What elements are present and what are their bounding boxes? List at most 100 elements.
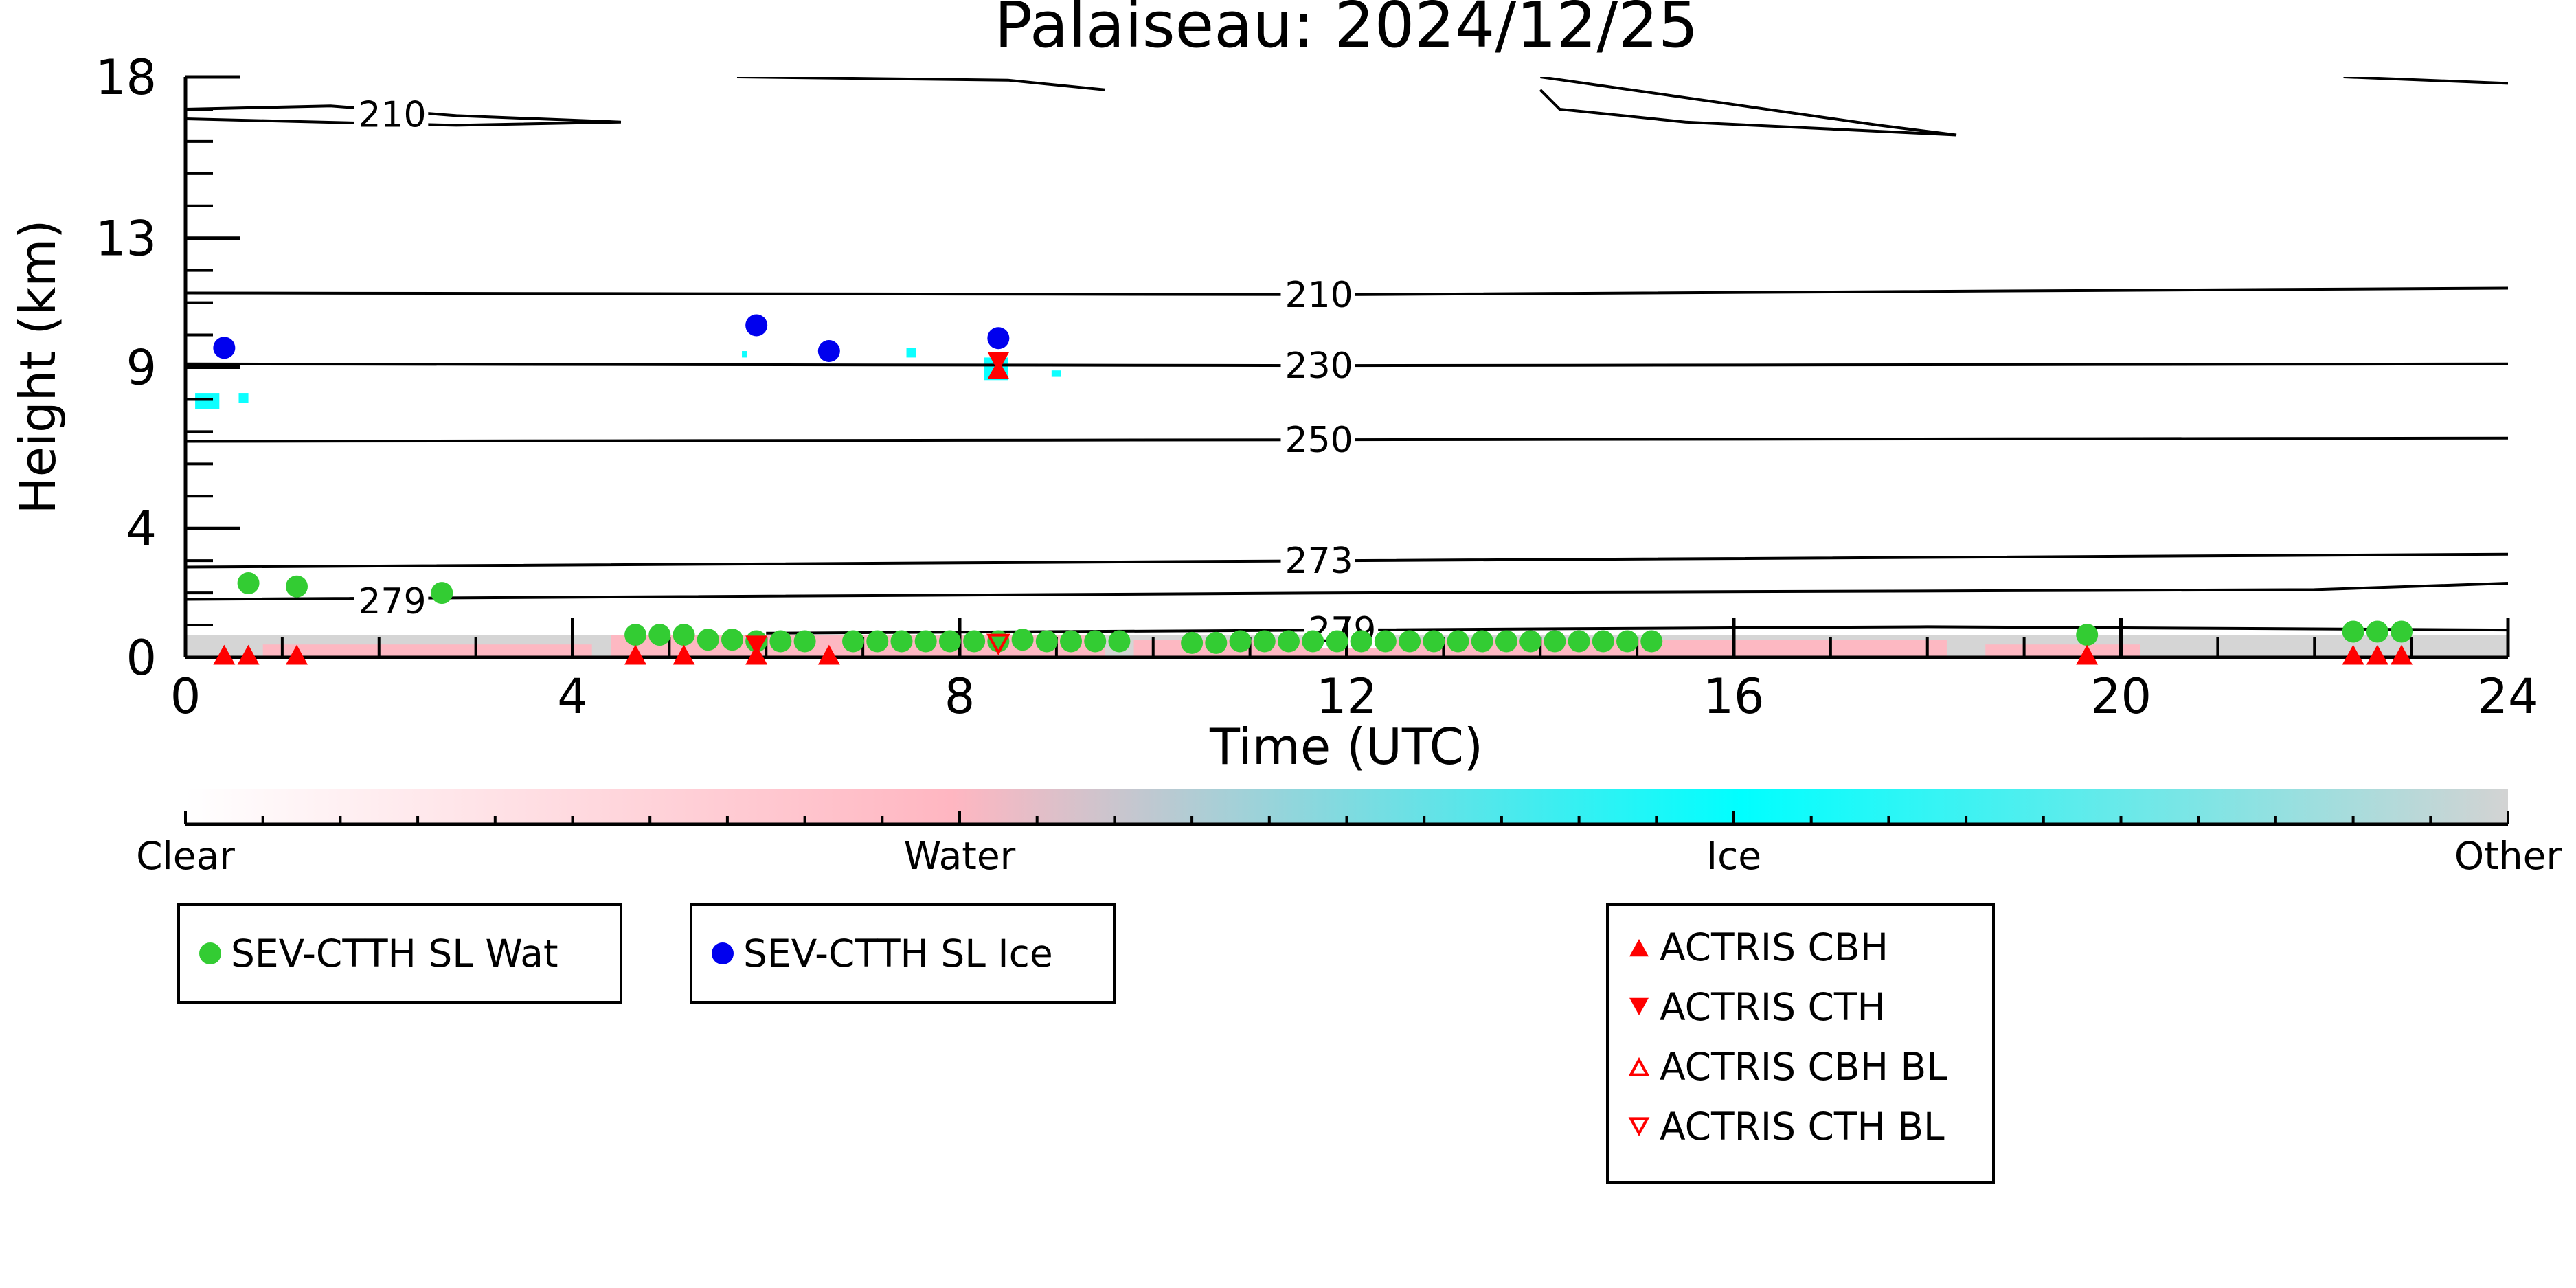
data-points <box>213 314 2413 665</box>
actris-cbh-point <box>624 644 647 665</box>
cloud-region-ice <box>906 348 916 358</box>
cloud-region-ice <box>238 393 249 403</box>
sev-ctth-sl-wat-point <box>648 624 671 646</box>
sev-ctth-sl-ice-point <box>987 327 1010 350</box>
sev-ctth-sl-wat-point <box>866 630 889 653</box>
legend-triangle-down <box>1629 997 1649 1015</box>
y-tick-label: 18 <box>95 49 157 106</box>
actris-cbh-point <box>2391 644 2413 665</box>
legend-box: ACTRIS CBH ACTRIS CTH ACTRIS CBH BL ACTRIS … <box>1606 903 1995 1184</box>
x-tick-label: 24 <box>2477 668 2538 725</box>
contour-label-bg <box>354 583 429 620</box>
cloud-region-ice <box>1051 370 1061 377</box>
legend-item: SEV-CTTH SL Wat <box>180 931 558 975</box>
colorbar-label-other: Other <box>2454 834 2562 878</box>
x-tick-label: 4 <box>557 668 588 725</box>
actris-cbh-point <box>237 644 260 665</box>
legend-marker-icon <box>702 933 743 974</box>
legend-label: ACTRIS CBH BL <box>1660 1045 1947 1089</box>
actris-cbh-point <box>2076 644 2099 665</box>
colorbar-label-ice: Ice <box>1706 834 1761 878</box>
contour-label-bg <box>354 96 429 133</box>
legend-item: ACTRIS CBH BL <box>1609 1045 1947 1089</box>
sev-ctth-sl-wat-point <box>1060 630 1083 653</box>
colorbar-ticks: Clear Water Ice Other <box>136 811 2562 878</box>
sev-ctth-sl-wat-point <box>1229 630 1252 653</box>
legend-marker-icon <box>1618 927 1660 968</box>
contour-line <box>185 582 2508 601</box>
sev-ctth-sl-wat-point <box>1423 630 1445 653</box>
sev-ctth-sl-wat-point <box>721 629 743 651</box>
sev-ctth-sl-wat-point <box>624 624 647 646</box>
sev-ctth-sl-wat-point <box>237 572 260 595</box>
sev-ctth-sl-wat-point <box>1302 630 1324 653</box>
sev-ctth-sl-ice-point <box>817 340 840 363</box>
legend-item: ACTRIS CTH BL <box>1609 1105 1945 1149</box>
legend-label: ACTRIS CBH <box>1660 925 1888 969</box>
sev-ctth-sl-wat-point <box>793 630 816 653</box>
sev-ctth-sl-wat-point <box>1205 631 1228 654</box>
sev-ctth-sl-wat-point <box>1495 630 1517 653</box>
legend-triangle-down-open <box>1628 1117 1650 1137</box>
contour-label: 279 <box>358 581 426 622</box>
legend-marker-icon <box>1618 1046 1660 1087</box>
sev-ctth-sl-wat-point <box>1350 630 1372 653</box>
sev-ctth-sl-wat-point <box>1616 630 1639 653</box>
sev-ctth-sl-wat-point <box>1181 631 1204 654</box>
legend-dot <box>199 942 221 964</box>
legend-item: ACTRIS CTH <box>1609 985 1886 1029</box>
sev-ctth-sl-wat-point <box>1374 630 1397 653</box>
legend-box: SEV-CTTH SL Wat <box>177 903 622 1004</box>
contour-line <box>736 77 1105 91</box>
sev-ctth-sl-wat-point <box>1253 630 1276 653</box>
legend-dot <box>712 942 734 964</box>
sev-ctth-sl-wat-point <box>431 582 453 605</box>
sev-ctth-sl-wat-point <box>2391 620 2413 643</box>
legend-triangle-up-open <box>1628 1057 1650 1076</box>
sev-ctth-sl-wat-point <box>963 630 986 653</box>
contour-label: 210 <box>358 94 426 135</box>
sev-ctth-sl-wat-point <box>1544 630 1566 653</box>
sev-ctth-sl-wat-point <box>1326 630 1348 653</box>
contour-label: 210 <box>1285 275 1353 316</box>
actris-cbh-point <box>2366 644 2388 665</box>
sev-ctth-sl-wat-point <box>1399 630 1421 653</box>
sev-ctth-sl-wat-point <box>1447 630 1469 653</box>
legend-label: ACTRIS CTH BL <box>1660 1105 1945 1149</box>
sev-ctth-sl-wat-point <box>842 630 865 653</box>
sev-ctth-sl-wat-point <box>938 630 961 653</box>
actris-cbh-point <box>213 644 236 665</box>
colorbar-label-clear: Clear <box>136 834 235 878</box>
sev-ctth-sl-wat-point <box>1011 629 1034 651</box>
axis-ticks: 0 4 8 12 16 20 24 0 4 9 13 18 <box>95 49 2539 725</box>
actris-cth-point <box>745 635 768 656</box>
legend-label: ACTRIS CTH <box>1660 985 1886 1029</box>
y-tick-label: 13 <box>95 211 157 267</box>
legend-label: SEV-CTTH SL Ice <box>743 931 1053 975</box>
sev-ctth-sl-wat-point <box>890 630 913 653</box>
sev-ctth-sl-wat-point <box>1108 630 1131 653</box>
contour-label-bg <box>1280 276 1355 313</box>
contour-label-bg <box>1280 348 1355 384</box>
sev-ctth-sl-wat-point <box>1084 630 1107 653</box>
x-tick-label: 20 <box>2090 668 2151 725</box>
sev-ctth-sl-wat-point <box>1519 630 1542 653</box>
sev-ctth-sl-wat-point <box>673 624 695 646</box>
y-tick-label: 9 <box>126 340 157 396</box>
sev-ctth-sl-wat-point <box>1640 630 1663 653</box>
chart-title: Palaiseau: 2024/12/25 <box>995 0 1699 62</box>
y-axis-label: Height (km) <box>9 220 67 515</box>
cloud-region-ice <box>195 393 220 409</box>
legend-marker-icon <box>1618 1106 1660 1147</box>
colorbar-label-water: Water <box>904 834 1016 878</box>
actris-cbh-point <box>817 644 840 665</box>
sev-ctth-sl-wat-point <box>1035 630 1058 653</box>
sev-ctth-sl-wat-point <box>914 630 937 653</box>
cloud-region-water <box>1985 644 2140 657</box>
sev-ctth-sl-wat-point <box>1277 630 1300 653</box>
x-tick-label: 16 <box>1703 668 1764 725</box>
contour-line <box>766 625 2508 635</box>
sev-ctth-sl-wat-point <box>1592 630 1614 653</box>
